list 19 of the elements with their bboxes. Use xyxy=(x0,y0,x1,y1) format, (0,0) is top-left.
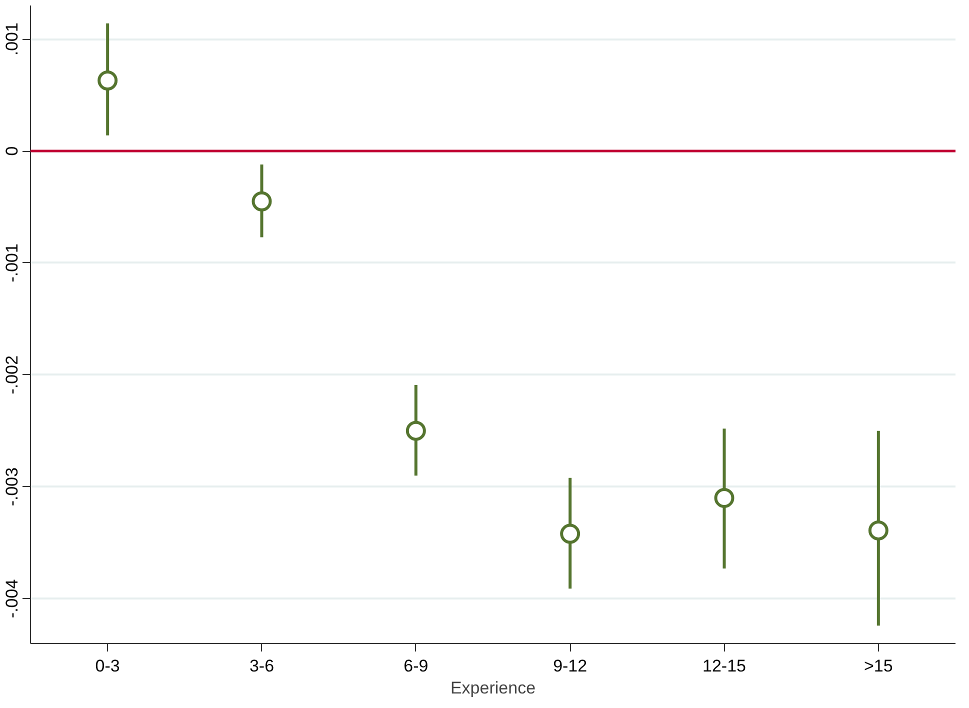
x-axis-title: Experience xyxy=(450,678,536,698)
x-tick-label: 6-9 xyxy=(404,656,428,676)
y-tick-label: -.001 xyxy=(2,244,22,282)
point xyxy=(406,420,426,441)
point xyxy=(560,524,580,544)
point xyxy=(714,488,734,508)
x-tick-label: 12-15 xyxy=(702,656,746,676)
y-tick-label: -.003 xyxy=(2,467,22,506)
y-tick-label: .001 xyxy=(2,22,22,56)
x-tick-label: >15 xyxy=(864,656,893,676)
x-tick-label: 3-6 xyxy=(249,656,274,676)
point xyxy=(868,520,888,540)
x-tick-label: 0-3 xyxy=(95,656,120,676)
point xyxy=(98,70,118,90)
y-tick-label: -.002 xyxy=(2,355,22,394)
x-tick-label: 9-12 xyxy=(553,656,588,676)
y-tick-label: -.004 xyxy=(2,579,22,618)
point xyxy=(252,191,272,212)
y-tick-label: 0 xyxy=(2,146,22,156)
